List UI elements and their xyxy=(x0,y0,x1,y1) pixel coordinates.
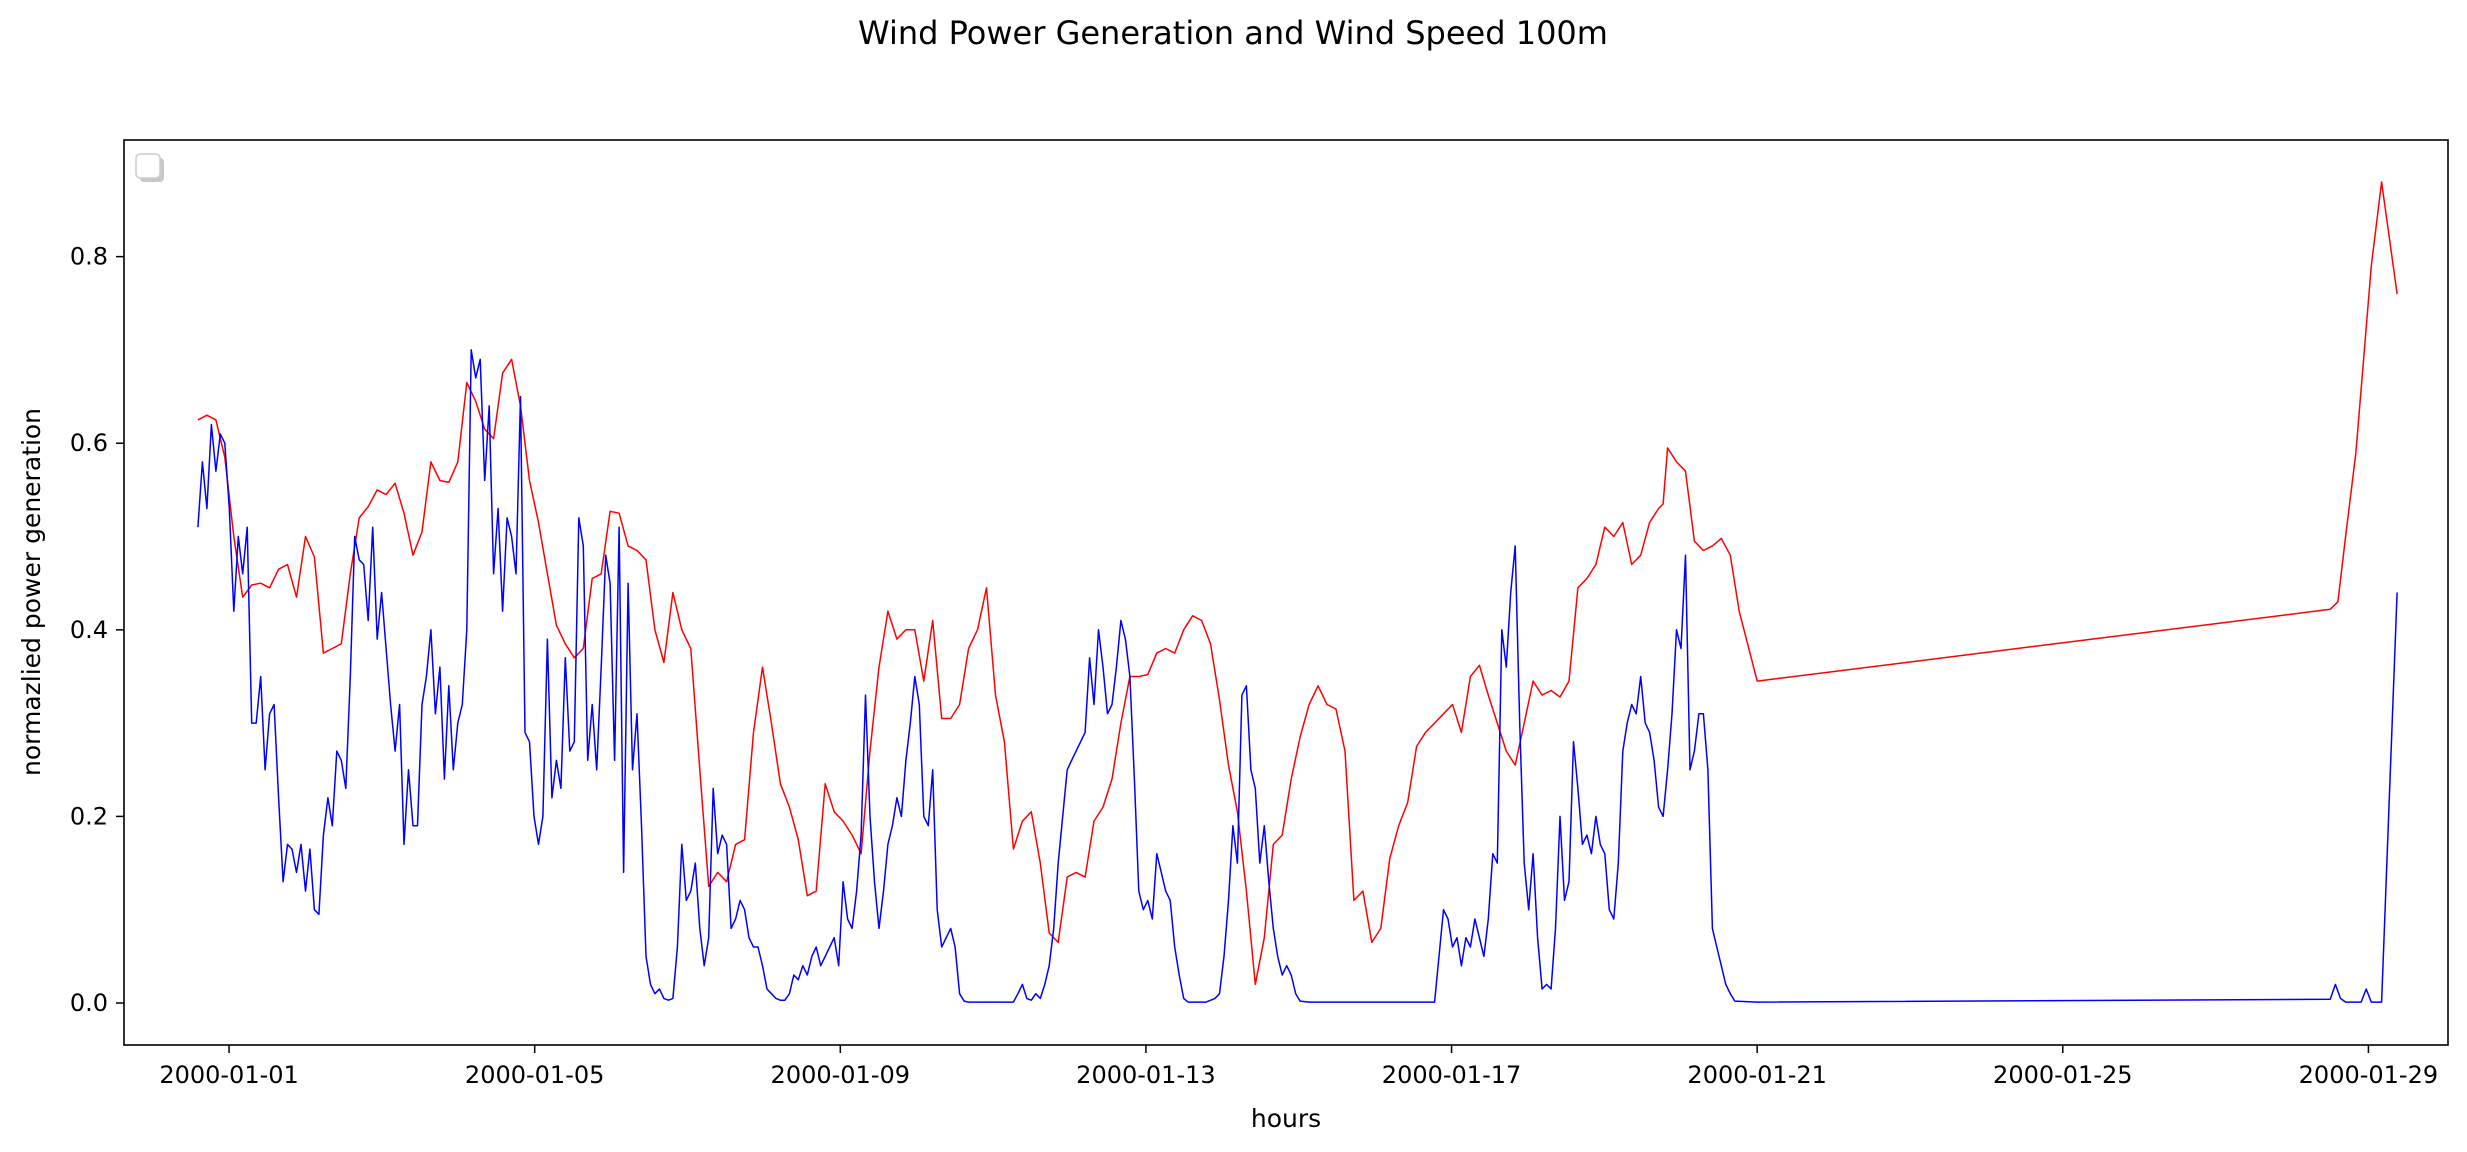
y-axis-title: normazlied power generation xyxy=(17,408,46,776)
y-axis: 0.0 0.2 0.4 0.6 0.8 xyxy=(70,243,124,1017)
legend xyxy=(135,153,164,182)
x-tick-label: 2000-01-17 xyxy=(1382,1061,1521,1089)
series-layer xyxy=(197,181,2398,1003)
x-tick-label: 2000-01-29 xyxy=(2299,1061,2438,1089)
chart-title: Wind Power Generation and Wind Speed 100… xyxy=(858,14,1608,52)
y-tick-label: 0.4 xyxy=(70,616,108,644)
series-line-2 xyxy=(197,349,2398,1003)
y-tick-label: 0.0 xyxy=(70,989,108,1017)
plot-area xyxy=(124,140,2448,1045)
x-tick-label: 2000-01-09 xyxy=(771,1061,910,1089)
y-tick-label: 0.8 xyxy=(70,243,108,271)
legend-frame xyxy=(135,153,161,179)
plot-frame xyxy=(123,139,2449,1046)
x-tick-label: 2000-01-21 xyxy=(1687,1061,1826,1089)
y-tick-label: 0.6 xyxy=(70,429,108,457)
x-tick-label: 2000-01-25 xyxy=(1993,1061,2132,1089)
x-tick-label: 2000-01-05 xyxy=(465,1061,604,1089)
x-axis-title: hours xyxy=(1251,1104,1321,1133)
series-line-1 xyxy=(197,181,2398,986)
x-axis: 2000-01-01 2000-01-05 2000-01-09 2000-01-13… xyxy=(159,1045,2438,1089)
y-tick-label: 0.2 xyxy=(70,802,108,830)
x-tick-label: 2000-01-13 xyxy=(1076,1061,1215,1089)
x-tick-label: 2000-01-01 xyxy=(159,1061,298,1089)
